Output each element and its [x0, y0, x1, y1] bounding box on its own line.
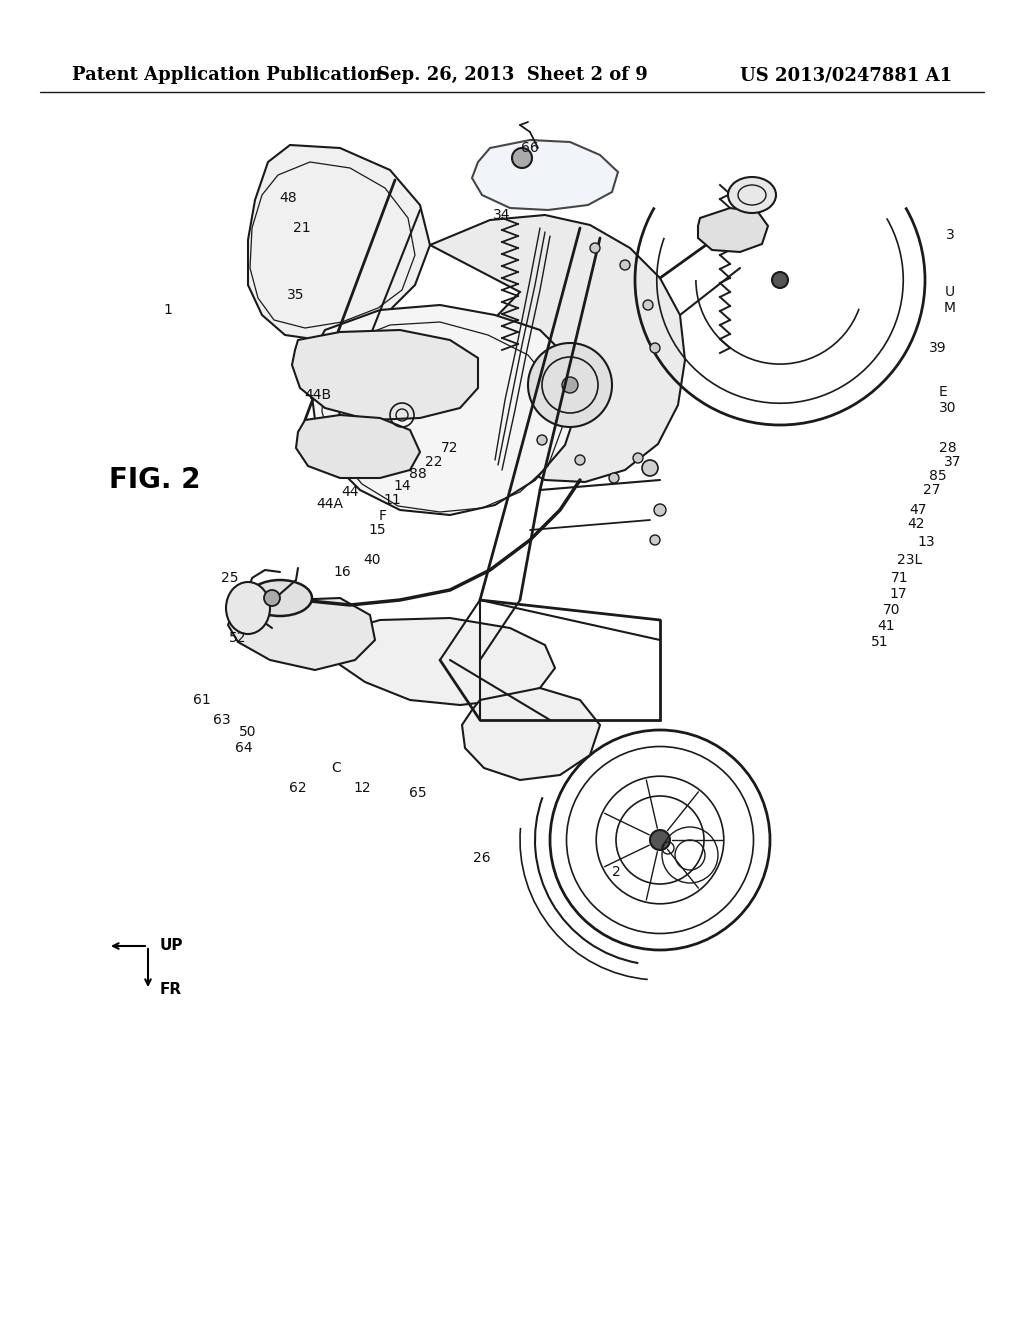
Text: 15: 15 — [369, 523, 386, 537]
Text: Patent Application Publication: Patent Application Publication — [72, 66, 382, 84]
Text: 44: 44 — [341, 484, 358, 499]
Ellipse shape — [264, 590, 280, 606]
Text: 63: 63 — [213, 713, 230, 727]
Ellipse shape — [609, 473, 618, 483]
Text: 41: 41 — [878, 619, 895, 634]
Ellipse shape — [654, 504, 666, 516]
Text: 37: 37 — [944, 455, 962, 469]
Text: 13: 13 — [918, 535, 935, 549]
Text: FR: FR — [160, 982, 182, 998]
Polygon shape — [430, 215, 685, 482]
Text: 61: 61 — [194, 693, 211, 708]
Text: 30: 30 — [939, 401, 956, 414]
Text: 65: 65 — [410, 785, 427, 800]
Text: 35: 35 — [288, 288, 305, 302]
Ellipse shape — [562, 378, 578, 393]
Text: 66: 66 — [521, 141, 539, 154]
Ellipse shape — [590, 243, 600, 253]
Text: 14: 14 — [393, 479, 411, 492]
Text: 62: 62 — [289, 781, 307, 795]
Text: 28: 28 — [939, 441, 956, 455]
Text: 23L: 23L — [897, 553, 923, 568]
Polygon shape — [698, 209, 768, 252]
Text: 50: 50 — [240, 725, 257, 739]
Text: 88: 88 — [410, 467, 427, 480]
Text: Sep. 26, 2013  Sheet 2 of 9: Sep. 26, 2013 Sheet 2 of 9 — [377, 66, 647, 84]
Text: 39: 39 — [929, 341, 947, 355]
Ellipse shape — [650, 343, 660, 352]
Text: 44B: 44B — [304, 388, 332, 403]
Text: F: F — [379, 510, 387, 523]
Text: C: C — [331, 762, 341, 775]
Polygon shape — [228, 598, 375, 671]
Ellipse shape — [772, 272, 788, 288]
Text: 40: 40 — [364, 553, 381, 568]
Text: 44A: 44A — [316, 498, 343, 511]
Text: 25: 25 — [221, 572, 239, 585]
Text: 48: 48 — [280, 191, 297, 205]
Ellipse shape — [575, 455, 585, 465]
Ellipse shape — [537, 436, 547, 445]
Text: 11: 11 — [383, 492, 400, 507]
Text: 1: 1 — [164, 304, 172, 317]
Polygon shape — [310, 618, 555, 705]
Text: 12: 12 — [353, 781, 371, 795]
Text: 22: 22 — [425, 455, 442, 469]
Text: 17: 17 — [889, 587, 907, 601]
Text: US 2013/0247881 A1: US 2013/0247881 A1 — [740, 66, 952, 84]
Ellipse shape — [643, 300, 653, 310]
Text: UP: UP — [160, 939, 183, 953]
Text: 52: 52 — [229, 631, 247, 645]
Polygon shape — [296, 414, 420, 478]
Text: U: U — [945, 285, 955, 300]
Text: 51: 51 — [871, 635, 889, 649]
Text: 47: 47 — [909, 503, 927, 517]
Text: M: M — [944, 301, 956, 315]
Polygon shape — [310, 305, 580, 515]
Text: 72: 72 — [441, 441, 459, 455]
Text: 26: 26 — [473, 851, 490, 865]
Text: 2: 2 — [611, 865, 621, 879]
Text: 21: 21 — [293, 220, 311, 235]
Text: 34: 34 — [494, 209, 511, 222]
Text: 27: 27 — [924, 483, 941, 498]
Text: 71: 71 — [891, 572, 909, 585]
Polygon shape — [462, 688, 600, 780]
Ellipse shape — [728, 177, 776, 213]
Ellipse shape — [633, 453, 643, 463]
Ellipse shape — [642, 459, 658, 477]
Text: 16: 16 — [333, 565, 351, 579]
Ellipse shape — [650, 535, 660, 545]
Text: 3: 3 — [945, 228, 954, 242]
Text: 70: 70 — [884, 603, 901, 616]
Ellipse shape — [226, 582, 270, 634]
Ellipse shape — [620, 260, 630, 271]
Ellipse shape — [528, 343, 612, 426]
Text: 64: 64 — [236, 741, 253, 755]
Text: FIG. 2: FIG. 2 — [110, 466, 201, 494]
Ellipse shape — [650, 830, 670, 850]
Polygon shape — [472, 140, 618, 210]
Ellipse shape — [248, 579, 312, 616]
Text: E: E — [939, 385, 947, 399]
Text: 85: 85 — [929, 469, 947, 483]
Polygon shape — [248, 145, 430, 341]
Polygon shape — [292, 330, 478, 420]
Ellipse shape — [512, 148, 532, 168]
Text: 42: 42 — [907, 517, 925, 531]
